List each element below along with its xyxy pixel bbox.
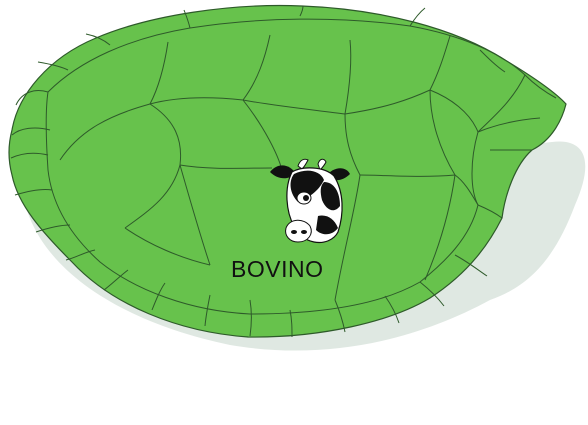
- scute-lines: [10, 5, 557, 338]
- brand-name-label: BOVINO: [231, 256, 324, 282]
- cow-head-icon: [270, 158, 350, 244]
